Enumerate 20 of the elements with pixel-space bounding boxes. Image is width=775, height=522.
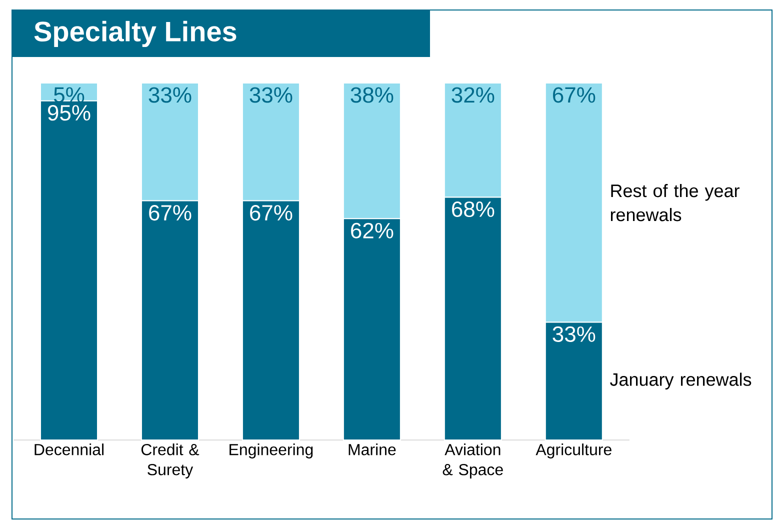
- data-label: 67%: [250, 205, 292, 221]
- x-tick-label: Credit & Surety: [141, 444, 200, 478]
- data-label: 67%: [553, 87, 596, 103]
- data-label: 95%: [48, 105, 90, 121]
- data-label: 33%: [250, 87, 292, 103]
- data-label: 33%: [148, 87, 192, 103]
- data-label: 32%: [452, 87, 494, 103]
- x-tick-label: Aviation & Space: [442, 444, 503, 478]
- x-tick-label: Decennial: [34, 444, 104, 456]
- data-label: 62%: [351, 222, 394, 238]
- series-label: Rest of the year renewals: [610, 184, 740, 222]
- data-label: 38%: [350, 87, 394, 103]
- data-label: 68%: [452, 201, 494, 218]
- chart-title: Specialty Lines: [34, 20, 236, 48]
- x-tick-label: Agriculture: [536, 444, 612, 458]
- data-label: 33%: [552, 326, 596, 342]
- data-label: 67%: [149, 205, 192, 221]
- series-label: January renewals: [610, 372, 752, 390]
- x-tick-label: Marine: [348, 444, 396, 456]
- x-tick-label: Engineering: [230, 444, 313, 458]
